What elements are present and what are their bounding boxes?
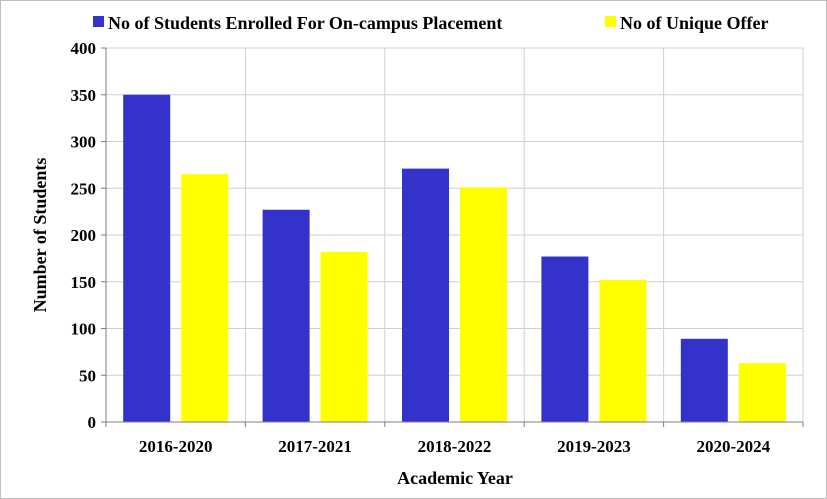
bar-unique-offer-2019-2023 [599, 279, 647, 422]
y-tick-label: 300 [71, 133, 97, 152]
legend-label-enrolled: No of Students Enrolled For On-campus Pl… [108, 13, 502, 33]
x-tick-label: 2020-2024 [696, 437, 770, 456]
axes [101, 47, 804, 427]
bar-unique-offer-2018-2022 [460, 187, 507, 422]
bar-enrolled-2016-2020 [123, 94, 171, 422]
y-tick-label: 400 [71, 39, 97, 58]
x-tick-label: 2017-2021 [278, 437, 352, 456]
x-tick-label: 2016-2020 [139, 437, 213, 456]
y-tick-label: 0 [88, 413, 97, 432]
y-tick-label: 100 [71, 320, 97, 339]
bar-enrolled-2019-2023 [541, 256, 589, 422]
legend: No of Students Enrolled For On-campus Pl… [93, 13, 768, 33]
bar-unique-offer-2020-2024 [738, 363, 786, 422]
legend-swatch-enrolled [93, 16, 104, 27]
x-axis-title: Academic Year [397, 468, 513, 488]
bar-enrolled-2018-2022 [402, 168, 449, 422]
bars [123, 94, 786, 422]
legend-swatch-unique-offer [605, 16, 616, 27]
y-tick-label: 350 [71, 86, 97, 105]
bar-unique-offer-2017-2021 [320, 251, 368, 422]
y-tick-label: 50 [79, 366, 96, 385]
y-axis-title: Number of Students [30, 158, 50, 313]
x-tick-labels: 2016-2020 2017-2021 2018-2022 2019-2023 2020… [139, 437, 771, 456]
bar-unique-offer-2016-2020 [181, 174, 229, 422]
y-tick-label: 150 [71, 273, 97, 292]
bar-enrolled-2017-2021 [262, 209, 310, 422]
x-tick-label: 2018-2022 [418, 437, 492, 456]
bar-enrolled-2020-2024 [680, 338, 728, 422]
legend-label-unique-offer: No of Unique Offer [620, 13, 768, 33]
y-tick-label: 200 [71, 226, 97, 245]
y-tick-label: 250 [71, 179, 97, 198]
y-tick-labels: 0 50 100 150 200 250 300 350 400 [71, 39, 97, 432]
x-tick-label: 2019-2023 [557, 437, 631, 456]
